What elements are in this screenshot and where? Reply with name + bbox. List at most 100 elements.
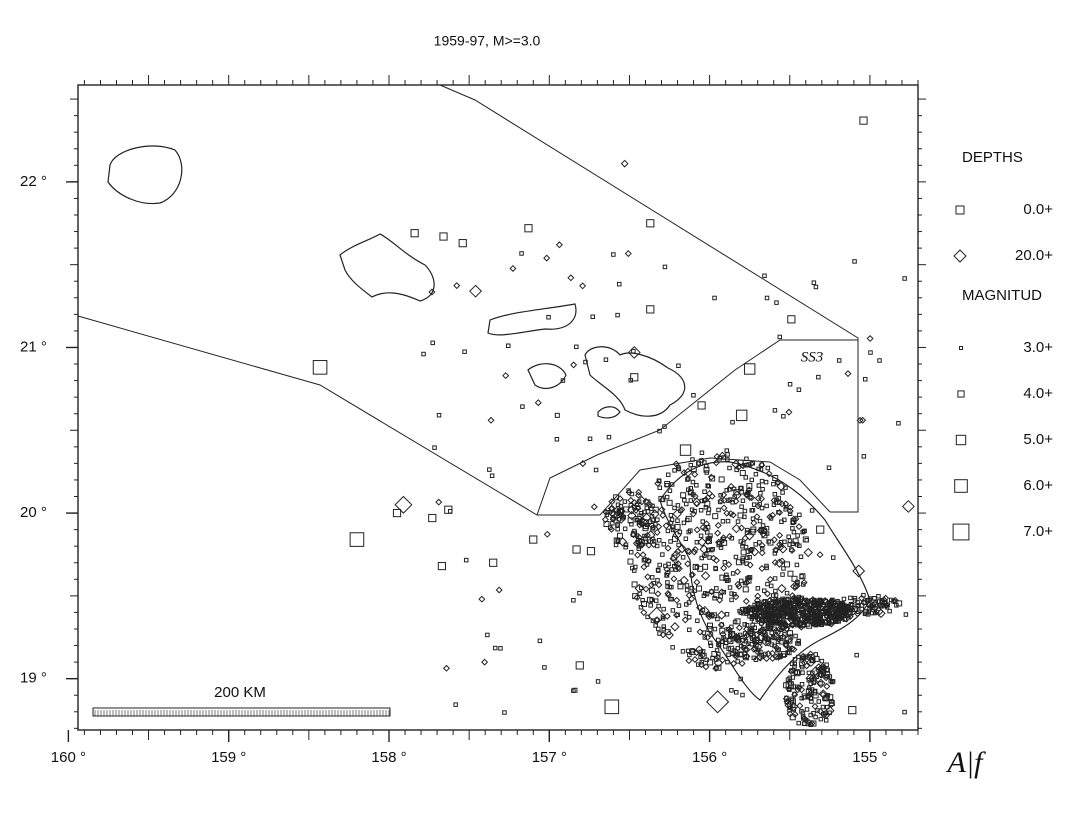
texture-marker [644,499,651,506]
texture-marker [611,252,616,257]
event-marker [697,401,706,410]
texture-marker [665,580,670,585]
texture-marker [734,568,742,576]
texture-marker [762,601,770,609]
texture-marker [593,467,599,473]
event-marker [524,224,533,233]
texture-marker [748,629,754,634]
event-marker [646,219,655,228]
texture-marker [745,577,752,584]
texture-marker [697,537,707,547]
texture-marker [685,657,693,665]
texture-marker [684,583,690,588]
texture-marker [896,600,903,607]
texture-marker [631,581,638,588]
texture-marker [637,495,647,506]
texture-marker [706,626,713,633]
texture-marker [741,534,749,542]
texture-marker [828,603,835,610]
texture-marker [654,617,660,623]
texture-marker [745,486,753,494]
texture-marker [680,469,688,477]
texture-marker [821,670,827,675]
texture-marker [795,533,800,538]
texture-marker [816,678,826,689]
texture-marker [759,527,765,533]
texture-marker [590,503,598,511]
texture-marker [744,531,755,541]
texture-marker [436,412,442,418]
texture-marker [823,682,831,690]
texture-marker [810,657,815,663]
texture-marker [820,711,828,719]
texture-marker [804,707,810,712]
texture-marker [787,511,793,517]
texture-marker [790,519,796,525]
texture-marker [567,274,575,282]
texture-marker [729,688,734,693]
texture-marker [608,525,616,533]
texture-marker [680,492,687,499]
texture-marker [506,343,511,349]
texture-marker [638,585,644,591]
texture-marker [667,488,673,493]
texture-marker [698,651,706,659]
texture-marker [681,520,687,526]
texture-marker [719,574,726,581]
texture-marker [690,479,696,485]
texture-marker [631,348,636,354]
texture-marker [758,461,766,469]
texture-marker [799,573,806,580]
texture-marker [672,505,677,511]
texture-marker [776,509,784,517]
texture-marker [608,504,616,512]
texture-marker [648,603,653,608]
texture-marker [782,517,787,523]
scale-bar-frame [92,707,391,717]
zone-line [77,315,600,516]
texture-marker [706,622,713,629]
texture-marker [705,490,713,498]
texture-marker [680,649,686,654]
texture-marker [732,490,742,500]
texture-marker [560,378,566,383]
texture-marker [790,515,798,523]
texture-marker [777,583,787,594]
texture-marker [718,545,724,550]
texture-marker [747,554,752,560]
x-tick-label: 160 ° [51,749,86,766]
texture-marker [719,639,725,644]
texture-marker [816,551,824,559]
texture-marker [774,558,785,568]
texture-marker [666,519,674,527]
texture-marker [664,569,672,577]
texture-marker [607,505,615,513]
texture-marker [650,503,655,509]
texture-marker [824,667,830,673]
texture-marker [714,586,719,591]
texture-marker [764,525,770,531]
texture-marker [720,504,728,512]
texture-marker [767,620,775,628]
texture-marker [739,485,744,491]
texture-marker [754,592,762,600]
texture-marker [787,570,794,577]
texture-marker [723,575,730,582]
texture-marker [766,575,774,583]
texture-marker [823,711,831,719]
texture-marker [800,714,806,720]
texture-marker [795,608,800,614]
texture-marker [621,514,626,520]
scale-label: 200 KM [214,684,266,701]
texture-marker [725,457,730,462]
texture-marker [430,340,435,346]
texture-marker [784,561,791,568]
legend-marker [955,434,967,446]
texture-marker [660,616,666,621]
texture-marker [801,529,807,534]
texture-marker [702,663,710,671]
texture-marker [642,525,649,532]
legend-label: 7.0+ [1023,523,1053,540]
texture-marker [768,649,776,657]
texture-marker [673,596,681,604]
